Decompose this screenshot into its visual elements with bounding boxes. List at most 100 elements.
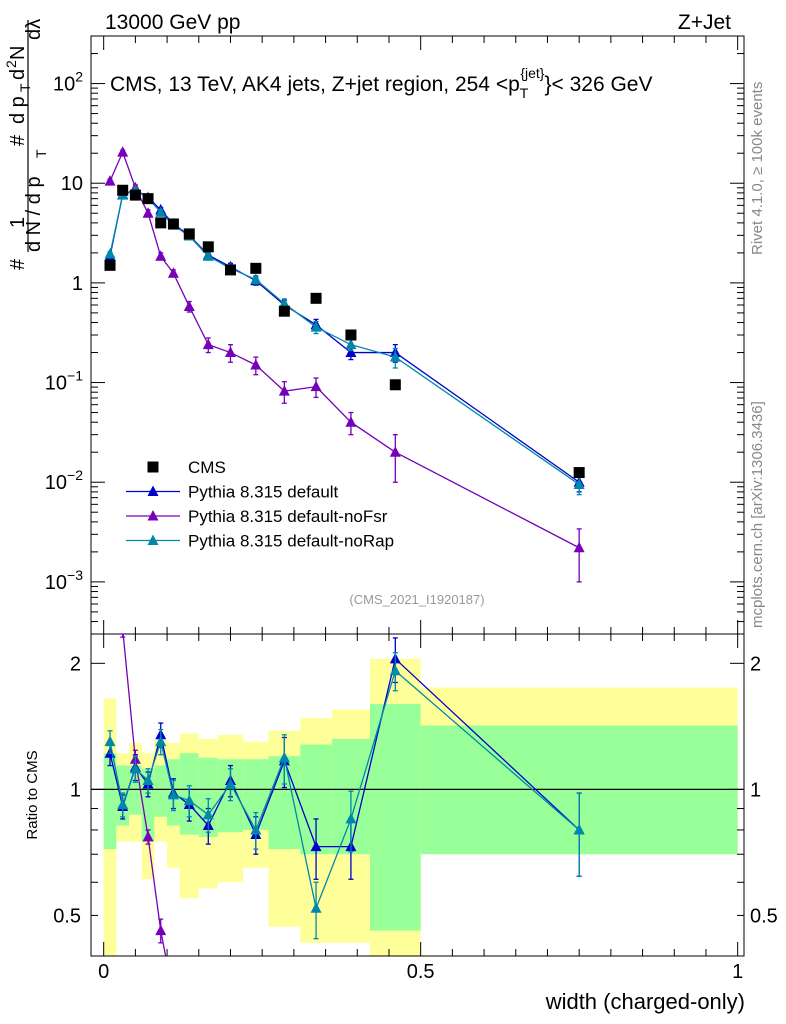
ratio-noRap-point-7 [202, 808, 214, 820]
main-title-sup: {jet} [520, 65, 544, 81]
ylabel-hash-1: # [7, 258, 29, 270]
main-title-sub: T [520, 85, 529, 101]
ratio-ytick-label-2: 0.5 [53, 905, 81, 927]
ylabel-d2-sup: 2 [3, 60, 19, 68]
main-noFsr-point-12 [345, 416, 357, 427]
legend-marker-noFsr [147, 510, 159, 521]
main-noFsr-point-10 [278, 385, 290, 396]
main-noRap-line [109, 189, 580, 485]
ylabel-one: 1 [7, 217, 29, 228]
band-green-13 [369, 703, 421, 931]
rivet-version-label: Rivet 4.1.0, ≥ 100k events [749, 82, 766, 255]
ylabel-dlambda: dλ [23, 19, 45, 40]
ratio-noRap-point-5 [167, 788, 179, 800]
main-noRap-point-7 [202, 250, 214, 261]
ratio-xlabel: width (charged-only) [545, 989, 745, 1014]
main-noFsr-point-8 [224, 346, 236, 358]
main-ylabel: # 1 d N / d p T # d p T d 2 N dλ [3, 19, 49, 270]
main-ytick-label-3: 10−1 [45, 368, 83, 395]
main-CMS-point-8 [224, 264, 236, 276]
main-noFsr-point-1 [117, 146, 129, 157]
ratio-ytick-label-1: 1 [70, 779, 81, 801]
legend-label-noFsr: Pythia 8.315 default-noFsr [188, 507, 388, 526]
main-noRap-point-9 [250, 273, 262, 285]
ratio-noRap-point-6 [183, 794, 195, 806]
header-right: Z+Jet [678, 11, 731, 34]
legend: CMS Pythia 8.315 default Pythia 8.315 defa… [126, 458, 394, 551]
main-ytick-label-2: 1 [72, 273, 83, 295]
ratio-noFsr-point-3 [142, 830, 154, 842]
main-noFsr-point-5 [167, 267, 179, 278]
ratio-frame [90, 633, 745, 957]
main-noFsr-point-6 [183, 300, 195, 311]
main-noFsr-point-13 [389, 446, 401, 457]
main-noFsr-point-4 [155, 250, 167, 261]
legend-label-CMS: CMS [188, 458, 226, 477]
main-noFsr-line [109, 150, 580, 549]
legend-marker-noRap [147, 534, 159, 545]
main-title-pre: CMS, 13 TeV, AK4 jets, Z+jet region, 254… [110, 73, 520, 96]
ratio-default-point-11 [310, 840, 322, 852]
main-CMS-point-2 [129, 189, 141, 201]
band-green-4 [154, 765, 168, 817]
main-ytick-label-5: 10−3 [45, 567, 83, 594]
legend-marker-CMS [147, 461, 159, 473]
ratio-plot-marks [104, 633, 585, 956]
main-title-post: }< 326 GeV [544, 73, 652, 96]
main-noFsr-point-11 [310, 380, 322, 392]
mcplots-label: mcplots.cern.ch [arXiv:1306.3436] [749, 401, 766, 628]
ratio-ytick-label-0: 2 [70, 653, 81, 675]
legend-label-noRap: Pythia 8.315 default-noRap [188, 532, 394, 551]
main-ytick-label-0: 102 [53, 69, 83, 96]
ratio-xtick-label-0: 0 [98, 961, 109, 983]
ylabel-denominator: d N / d p [23, 176, 45, 252]
ratio-xtick-label-2: 1 [732, 961, 743, 983]
main-CMS-point-6 [183, 228, 195, 240]
main-CMS-point-14 [573, 467, 585, 479]
ratio-ytick-label-right-2: 0.5 [750, 905, 778, 927]
main-noFsr-point-9 [250, 359, 262, 370]
ratio-axes: 2 2 1 1 0.5 0.5 0 0.5 1 [53, 633, 778, 983]
ylabel-dp-sub: T [17, 83, 33, 92]
main-noFsr-point-7 [202, 338, 214, 350]
ratio-xtick-label-1: 0.5 [407, 961, 435, 983]
legend-marker-default [147, 485, 159, 496]
ratio-ylabel: Ratio to CMS [24, 750, 41, 839]
main-default-point-12 [345, 346, 357, 358]
ratio-noFsr-line [122, 634, 167, 956]
ylabel-N: N [7, 46, 29, 60]
main-noFsr-point-0 [104, 175, 116, 186]
ratio-noRap-point-14 [573, 823, 585, 835]
main-noFsr-point-3 [142, 207, 154, 218]
main-CMS-point-3 [142, 193, 154, 205]
ylabel-hash-2: # [7, 134, 29, 146]
main-noRap-point-4 [155, 206, 167, 217]
main-CMS-point-13 [389, 379, 401, 391]
main-noRap-point-0 [104, 247, 116, 259]
main-default-line [109, 189, 580, 483]
ratio-ytick-label-right-0: 2 [750, 653, 761, 675]
main-CMS-point-5 [167, 218, 179, 230]
ratio-noRap-point-8 [224, 777, 236, 789]
main-CMS-point-12 [345, 329, 357, 341]
legend-label-default: Pythia 8.315 default [188, 483, 339, 502]
main-noRap-point-11 [310, 321, 322, 332]
ratio-noRap-point-4 [155, 735, 167, 747]
main-CMS-point-7 [202, 241, 214, 253]
main-noRap-point-14 [573, 478, 585, 489]
main-CMS-point-11 [310, 292, 322, 304]
main-noFsr-point-14 [573, 541, 585, 553]
ratio-noRap-point-1 [117, 798, 129, 810]
ratio-noRap-point-0 [104, 735, 116, 747]
main-CMS-point-10 [278, 305, 290, 317]
main-noRap-point-13 [389, 351, 401, 362]
main-plot-marks [104, 146, 585, 583]
header-left: 13000 GeV pp [105, 11, 240, 34]
ylabel-d2: d [7, 69, 29, 80]
ratio-noRap-point-13 [389, 664, 401, 676]
ratio-noRap-point-10 [278, 751, 290, 763]
main-title: CMS, 13 TeV, AK4 jets, Z+jet region, 254… [110, 65, 652, 101]
ratio-ytick-label-right-1: 1 [750, 779, 761, 801]
ylabel-dp: d p [7, 96, 29, 124]
